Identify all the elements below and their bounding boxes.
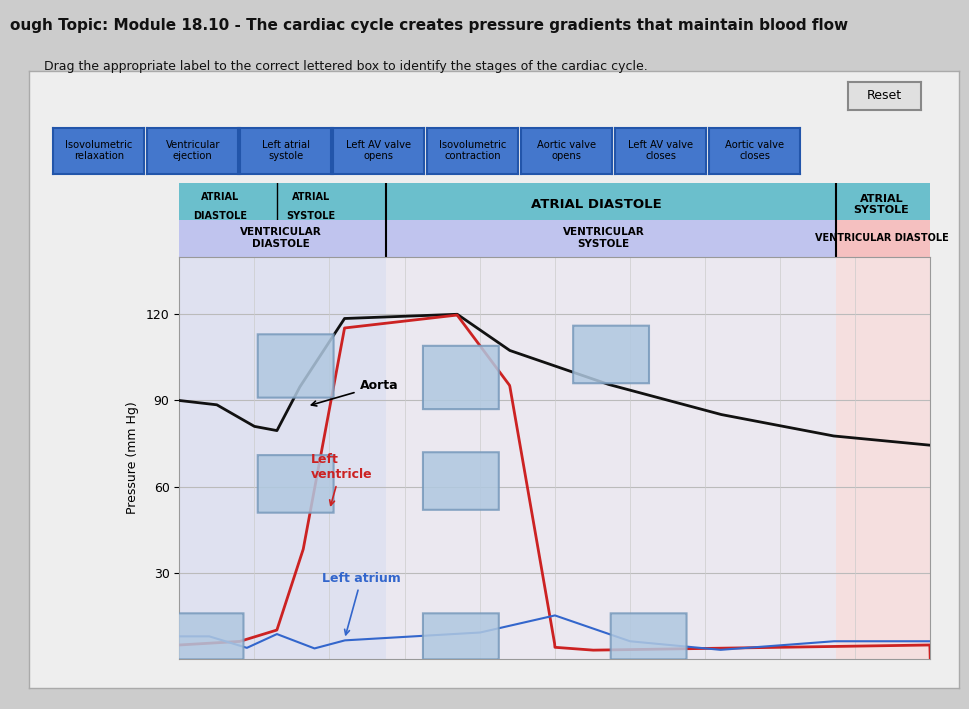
Text: Aortic valve
closes: Aortic valve closes (725, 140, 785, 162)
Bar (386, 257, 836, 659)
Text: Left atrial
systole: Left atrial systole (262, 140, 310, 162)
FancyBboxPatch shape (422, 346, 499, 409)
FancyBboxPatch shape (258, 335, 333, 398)
FancyBboxPatch shape (573, 325, 649, 384)
Text: Reset: Reset (866, 89, 902, 102)
FancyBboxPatch shape (610, 613, 687, 659)
Bar (836, 257, 930, 659)
Text: VENTRICULAR
SYSTOLE: VENTRICULAR SYSTOLE (563, 228, 644, 249)
Text: Ventricular
ejection: Ventricular ejection (166, 140, 220, 162)
Text: Left AV valve
closes: Left AV valve closes (628, 140, 694, 162)
Text: Left AV valve
opens: Left AV valve opens (346, 140, 412, 162)
Text: Isovolumetric
contraction: Isovolumetric contraction (439, 140, 507, 162)
Text: Aortic valve
opens: Aortic valve opens (537, 140, 597, 162)
Bar (179, 257, 386, 659)
Text: VENTRICULAR
DIASTOLE: VENTRICULAR DIASTOLE (239, 228, 322, 249)
FancyBboxPatch shape (258, 455, 333, 513)
Text: Left
ventricle: Left ventricle (311, 453, 372, 506)
FancyBboxPatch shape (175, 613, 243, 659)
Text: Aorta: Aorta (311, 379, 398, 406)
Text: VENTRICULAR DIASTOLE: VENTRICULAR DIASTOLE (815, 233, 949, 243)
Text: Isovolumetric
relaxation: Isovolumetric relaxation (65, 140, 133, 162)
Bar (836, 220, 930, 257)
Text: ATRIAL DIASTOLE: ATRIAL DIASTOLE (531, 198, 662, 211)
Y-axis label: Pressure (mm Hg): Pressure (mm Hg) (126, 401, 139, 515)
FancyBboxPatch shape (422, 613, 499, 659)
Text: ATRIAL
SYSTOLE: ATRIAL SYSTOLE (854, 194, 909, 215)
Text: ATRIAL: ATRIAL (202, 192, 239, 202)
Text: ATRIAL: ATRIAL (292, 192, 329, 202)
Text: Left atrium: Left atrium (322, 571, 401, 635)
Text: DIASTOLE: DIASTOLE (194, 211, 247, 220)
Text: Drag the appropriate label to the correct lettered box to identify the stages of: Drag the appropriate label to the correc… (44, 60, 647, 73)
FancyBboxPatch shape (422, 452, 499, 510)
Text: SYSTOLE: SYSTOLE (286, 211, 335, 220)
Text: ough Topic: Module 18.10 - The cardiac cycle creates pressure gradients that mai: ough Topic: Module 18.10 - The cardiac c… (10, 18, 848, 33)
